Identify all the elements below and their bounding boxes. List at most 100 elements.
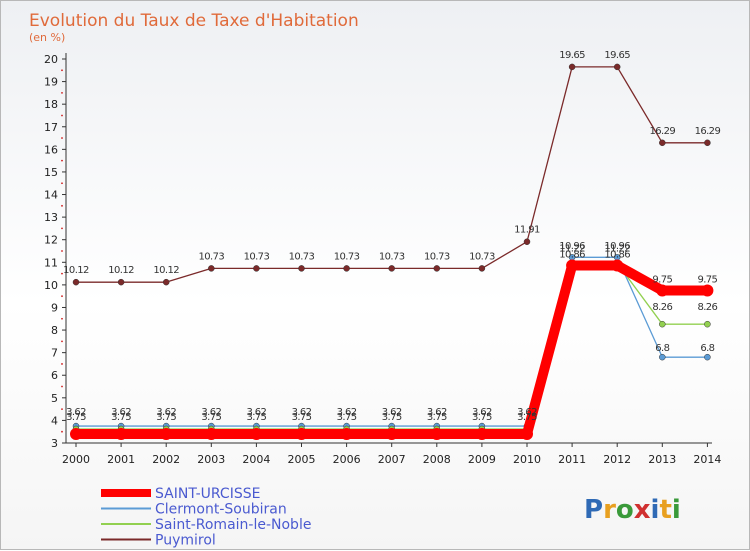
data-label: 9.75 [652,275,672,286]
chart-unit: (en %) [29,31,65,44]
legend-label: Clermont-Soubiran [155,502,287,518]
data-point [656,284,669,297]
data-label: 11.22 [559,243,585,254]
data-label: 10.12 [153,265,179,276]
data-point [478,265,486,272]
proxiti-logo: Proxiti [584,495,681,525]
x-tick-label: 2014 [693,453,721,466]
data-point [613,63,621,71]
y-tick-label: 7 [51,347,58,360]
data-label: 3.62 [337,407,357,418]
y-minor-dot [61,114,63,117]
data-label: 19.65 [559,50,585,61]
x-tick-label: 2003 [197,453,225,466]
data-label: 10.73 [289,251,315,262]
y-minor-dot [61,250,63,252]
data-point [659,139,666,147]
y-minor-dot [61,363,63,365]
x-tick-label: 2001 [107,453,135,466]
data-label: 3.62 [246,407,266,418]
data-label: 10.73 [379,251,405,262]
y-tick-label: 15 [44,166,58,179]
x-tick-label: 2009 [468,453,496,466]
data-point [701,284,714,297]
data-label: 6.8 [700,343,714,354]
data-point [343,265,350,272]
y-minor-dot [61,137,63,139]
x-tick-label: 2013 [648,453,676,466]
data-label: 3.62 [201,407,221,418]
y-tick-label: 14 [44,189,58,202]
x-tick-label: 2012 [603,453,631,466]
data-label: 16.29 [649,126,675,137]
y-minor-dot [61,430,63,433]
data-point [611,259,624,272]
y-tick-label: 11 [44,256,58,269]
x-tick-label: 2000 [62,453,90,466]
data-point [385,427,398,440]
data-label: 3.62 [517,407,537,418]
data-point [298,265,305,272]
data-label: 11.22 [604,243,630,254]
data-point [568,63,576,71]
data-label: 10.96 [559,241,585,252]
series-line [76,262,708,430]
y-tick-label: 6 [51,369,58,382]
y-tick-label: 4 [51,414,58,427]
data-label: 11.91 [514,225,540,236]
x-tick-label: 2002 [152,453,180,466]
data-point [475,427,488,440]
data-point [295,427,308,440]
series-layer: 10.12 10.12 10.12 10.73 10.73 10.73 10.73 10.73… [63,50,721,440]
data-point [659,353,666,361]
data-point [340,427,353,440]
data-point [117,278,125,286]
data-label: 10.12 [63,265,89,276]
y-tick-label: 10 [44,279,58,292]
y-tick-label: 16 [44,143,58,156]
data-label: 3.75 [66,412,86,423]
data-label: 3.75 [246,412,266,423]
series-line [76,256,708,427]
data-label: 3.62 [427,407,447,418]
data-label: 3.75 [382,412,402,423]
data-label: 8.26 [697,302,717,313]
y-tick-label: 20 [44,53,58,66]
data-label: 10.73 [198,251,224,262]
data-label: 3.62 [472,407,492,418]
y-tick-label: 12 [44,234,58,247]
y-minor-dot [61,91,63,94]
y-minor-dot [61,272,63,275]
legend: SAINT-URCISSEClermont-SoubiranSaint-Roma… [101,486,311,549]
data-label: 10.86 [559,249,585,260]
y-tick-label: 18 [44,98,58,111]
data-label: 10.73 [334,251,360,262]
data-label: 3.75 [427,412,447,423]
legend-label: Saint-Romain-le-Noble [155,517,311,533]
data-label: 19.65 [604,50,630,61]
y-tick-label: 3 [51,437,58,450]
data-label: 3.75 [156,412,176,423]
data-point [521,427,533,440]
data-label: 3.75 [337,412,357,423]
data-point [704,320,711,328]
data-point [704,353,711,361]
data-label: 3.62 [156,407,176,418]
data-point [659,320,666,328]
y-minor-dot [61,227,63,230]
y-minor-dot [61,204,63,207]
y-minor-dot [61,340,63,343]
legend-label: SAINT-URCISSE [155,486,260,502]
y-tick-label: 8 [51,324,58,337]
data-point [704,139,711,147]
data-label: 3.75 [201,412,221,423]
data-point [433,265,441,272]
data-label: 10.96 [604,241,630,252]
data-label: 8.26 [652,302,672,313]
data-point [115,427,128,440]
data-point [250,427,263,440]
data-point [430,427,443,440]
y-tick-label: 19 [44,76,58,89]
y-minor-dot [61,159,63,162]
